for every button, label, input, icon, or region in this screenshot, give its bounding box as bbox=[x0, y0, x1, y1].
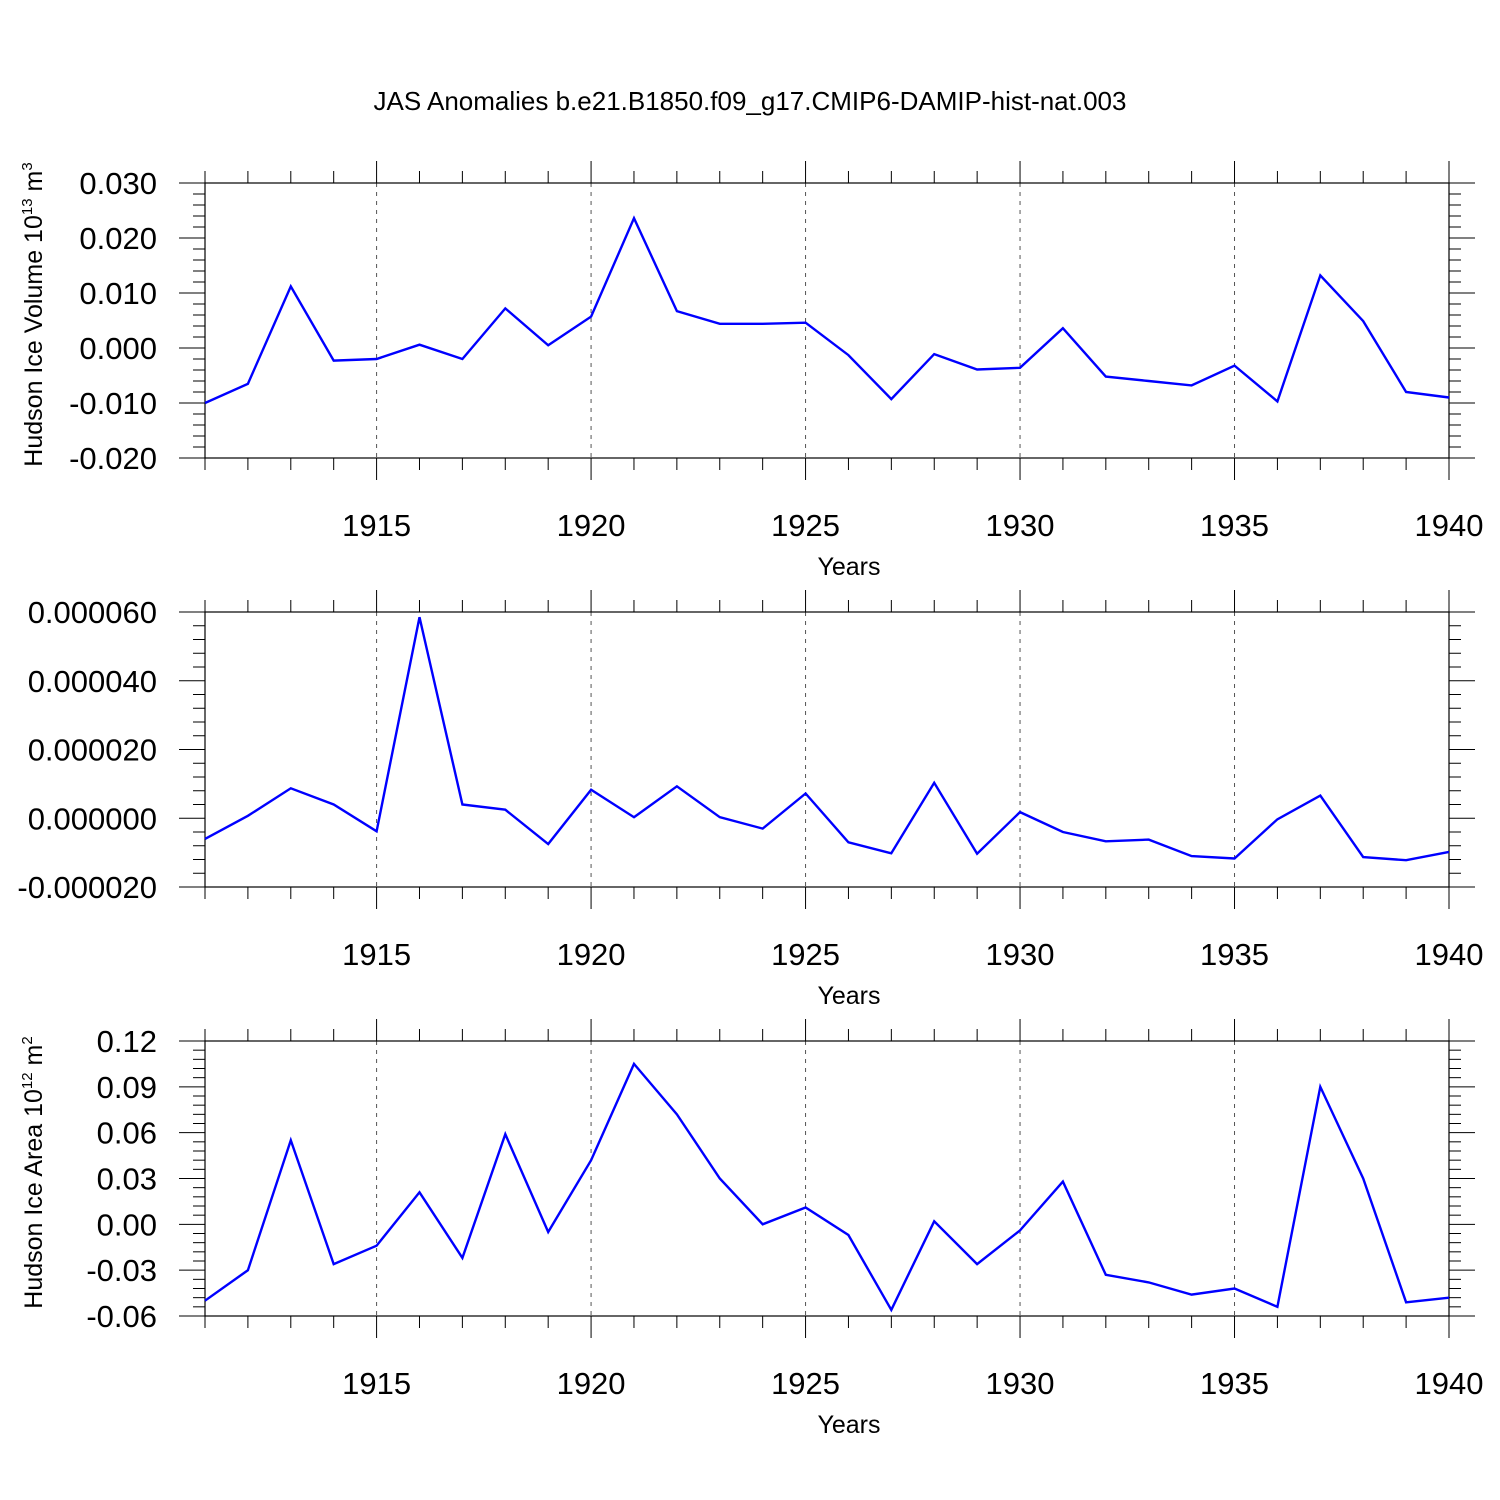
x-tick-label: 1940 bbox=[1415, 937, 1484, 972]
x-tick-label: 1940 bbox=[1415, 1366, 1484, 1401]
y-tick-label: 0.06 bbox=[97, 1116, 157, 1151]
y-tick-label: -0.020 bbox=[69, 441, 157, 476]
y-tick-label: 0.000020 bbox=[28, 733, 157, 768]
x-tick-label: 1940 bbox=[1415, 508, 1484, 543]
chart-panel-2: -0.000020 0.000000 0.000020 0.000040 0.00006… bbox=[17, 590, 1483, 1010]
series-line bbox=[204, 215, 1450, 405]
y-tick-label: 0.010 bbox=[79, 276, 157, 311]
y-tick-label: 0.09 bbox=[97, 1070, 157, 1105]
y-tick-label: 0.000060 bbox=[28, 595, 157, 630]
chart-panel-1: -0.020 -0.010 0.000 0.010 0.020 0.030 1915 1920… bbox=[19, 161, 1483, 581]
chart-panel-3: -0.06 -0.03 0.00 0.03 0.06 0.09 0.12 1915 1920 19… bbox=[19, 1019, 1483, 1439]
x-tick-label: 1935 bbox=[1200, 1366, 1269, 1401]
plot-frame bbox=[204, 1040, 1450, 1317]
x-tick-label: 1920 bbox=[557, 1366, 626, 1401]
x-tick-label: 1915 bbox=[342, 1366, 411, 1401]
y-tick-label: 0.020 bbox=[79, 221, 157, 256]
plot-frame bbox=[204, 611, 1450, 888]
x-tick-label: 1915 bbox=[342, 508, 411, 543]
x-tick-label: 1930 bbox=[986, 508, 1055, 543]
x-tick-label: 1925 bbox=[771, 937, 840, 972]
x-axis-label: Years bbox=[817, 1411, 880, 1439]
figure-title: JAS Anomalies b.e21.B1850.f09_g17.CMIP6-… bbox=[374, 86, 1127, 116]
x-tick-label: 1925 bbox=[771, 1366, 840, 1401]
y-tick-label: 0.000040 bbox=[28, 664, 157, 699]
y-tick-label: 0.12 bbox=[97, 1024, 157, 1059]
y-tick-label: 0.00 bbox=[97, 1207, 157, 1242]
x-tick-label: 1920 bbox=[557, 937, 626, 972]
x-tick-label: 1935 bbox=[1200, 508, 1269, 543]
x-tick-label: 1920 bbox=[557, 508, 626, 543]
x-axis-label: Years bbox=[817, 982, 880, 1010]
x-tick-label: 1925 bbox=[771, 508, 840, 543]
y-tick-label: 0.000000 bbox=[28, 801, 157, 836]
y-tick-label: -0.000020 bbox=[17, 870, 157, 905]
y-tick-label: -0.06 bbox=[86, 1299, 157, 1334]
y-tick-label: 0.000 bbox=[79, 331, 157, 366]
x-tick-label: 1930 bbox=[986, 1366, 1055, 1401]
y-tick-label: -0.010 bbox=[69, 386, 157, 421]
y-axis-label: Hudson Ice Area 1012 m2 bbox=[19, 1036, 48, 1308]
y-tick-label: -0.03 bbox=[86, 1253, 157, 1288]
y-axis-label: Hudson Ice Volume 1013 m3 bbox=[19, 162, 48, 466]
x-tick-label: 1915 bbox=[342, 937, 411, 972]
x-tick-label: 1935 bbox=[1200, 937, 1269, 972]
x-tick-label: 1930 bbox=[986, 937, 1055, 972]
x-axis-label: Years bbox=[817, 553, 880, 581]
series-line bbox=[204, 616, 1450, 862]
series-line bbox=[204, 1061, 1450, 1313]
panels: -0.020 -0.010 0.000 0.010 0.020 0.030 1915 1920… bbox=[17, 161, 1483, 1439]
plot-frame bbox=[204, 182, 1450, 459]
y-tick-label: 0.03 bbox=[97, 1162, 157, 1197]
y-tick-label: 0.030 bbox=[79, 166, 157, 201]
